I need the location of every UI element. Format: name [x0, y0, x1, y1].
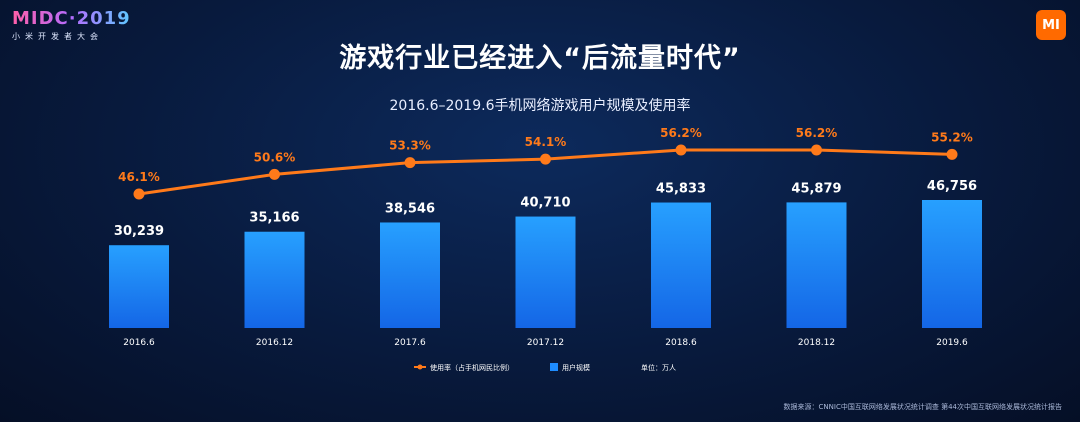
- bar-2019.6: [922, 200, 982, 328]
- bar-value-label: 30,239: [114, 224, 164, 239]
- usage-rate-point: [404, 157, 416, 169]
- usage-rate-label: 46.1%: [118, 170, 160, 184]
- usage-rate-label: 56.2%: [660, 126, 702, 140]
- bar-value-label: 45,833: [656, 182, 706, 197]
- usage-rate-label: 54.1%: [525, 135, 567, 149]
- logo-subtitle: 小米开发者大会: [12, 32, 103, 41]
- bar-value-label: 35,166: [249, 211, 299, 226]
- usage-rate-label: 53.3%: [389, 139, 431, 153]
- usage-rate-label: 56.2%: [796, 126, 838, 140]
- bar-value-label: 40,710: [520, 196, 570, 211]
- bar-value-label: 46,756: [927, 179, 977, 194]
- legend-bar-label: 用户规模: [562, 363, 590, 372]
- bar-2016.6: [109, 245, 169, 328]
- usage-rate-point: [811, 144, 822, 156]
- x-tick-label: 2017.6: [394, 338, 426, 348]
- usage-rate-point: [675, 144, 687, 156]
- x-tick-label: 2016.12: [256, 338, 293, 348]
- unit-label: 单位：万人: [641, 363, 676, 372]
- legend-line-marker: [417, 364, 423, 370]
- page-title: 游戏行业已经进入“后流量时代”: [339, 43, 741, 74]
- usage-rate-label: 55.2%: [931, 130, 973, 144]
- x-tick-label: 2016.6: [123, 338, 155, 348]
- chart-title: 2016.6–2019.6手机网络游戏用户规模及使用率: [389, 98, 691, 114]
- source-note: 数据来源：CNNIC中国互联网络发展状况统计调查 第44次中国互联网络发展状况统…: [783, 403, 1062, 411]
- logo-text: MIDC·2019: [12, 8, 131, 29]
- bar-value-label: 45,879: [791, 181, 841, 196]
- mi-brand-icon: MI: [1036, 10, 1066, 40]
- x-tick-label: 2019.6: [936, 338, 968, 348]
- midc-logo: MIDC·2019 小米开发者大会: [12, 10, 131, 42]
- usage-rate-label: 50.6%: [254, 150, 296, 164]
- x-tick-label: 2018.6: [665, 338, 697, 348]
- usage-rate-point: [269, 168, 280, 180]
- x-tick-label: 2017.12: [527, 338, 564, 348]
- usage-rate-point: [133, 188, 145, 200]
- legend-line-label: 使用率（占手机网民比例）: [430, 363, 514, 372]
- bar-2018.6: [651, 202, 711, 328]
- bar-2016.12: [244, 231, 305, 328]
- legend-bar-swatch: [550, 363, 558, 371]
- bar-2017.6: [380, 222, 440, 328]
- usage-rate-point: [540, 153, 551, 165]
- usage-rate-point: [946, 148, 958, 160]
- bar-value-label: 38,546: [385, 201, 435, 216]
- bar-2017.12: [515, 216, 576, 328]
- x-tick-label: 2018.12: [798, 338, 835, 348]
- bar-2018.12: [786, 202, 847, 328]
